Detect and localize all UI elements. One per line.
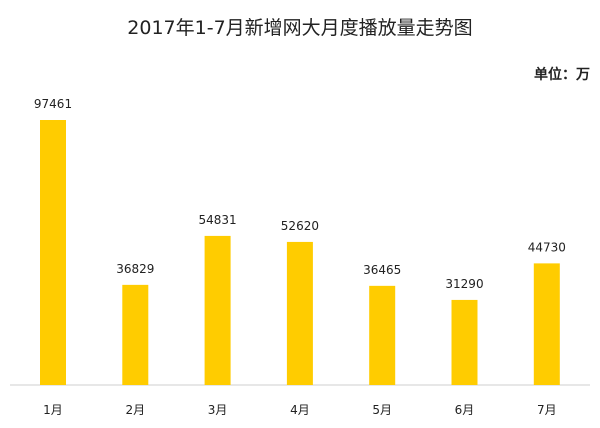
value-label: 36829 — [116, 262, 154, 276]
bar — [204, 235, 231, 385]
value-label: 54831 — [199, 213, 237, 227]
value-label: 97461 — [34, 97, 72, 111]
chart-title: 2017年1-7月新增网大月度播放量走势图 — [127, 17, 472, 39]
x-tick-label: 4月 — [290, 403, 310, 417]
bar — [451, 299, 478, 385]
x-tick-label: 7月 — [537, 403, 557, 417]
value-label: 36465 — [363, 263, 401, 277]
bar — [533, 263, 560, 385]
x-tick-label: 6月 — [455, 403, 475, 417]
value-label: 31290 — [445, 277, 483, 291]
x-tick-label: 5月 — [372, 403, 392, 417]
bar — [369, 285, 396, 385]
bar — [40, 120, 66, 385]
bar — [286, 241, 313, 385]
unit-label: 单位：万 — [534, 66, 590, 83]
x-tick-label: 3月 — [208, 403, 228, 417]
value-label: 52620 — [281, 219, 319, 233]
x-tick-label: 1月 — [43, 403, 63, 417]
bar — [122, 284, 149, 385]
x-tick-label: 2月 — [125, 403, 145, 417]
value-label: 44730 — [528, 240, 566, 254]
